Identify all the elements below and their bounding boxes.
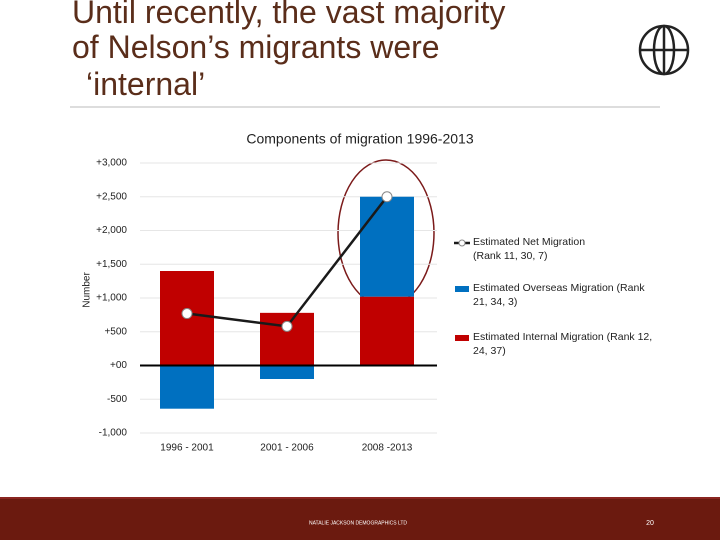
y-tick-label: +2,000	[96, 225, 127, 236]
bar	[360, 296, 414, 366]
slide-title: ‘internal’	[86, 66, 206, 102]
line-marker	[181, 308, 193, 320]
legend-label: Estimated Overseas Migration (Rank 21, 3…	[473, 282, 645, 308]
y-tick-label: +500	[104, 326, 127, 337]
line	[186, 195, 388, 328]
x-tick-label: 1996 - 2001	[160, 443, 214, 454]
footer-company: NATALIE JACKSON DEMOGRAPHICS LTD	[309, 520, 407, 526]
x-tick-label: 2008 -2013	[362, 443, 413, 454]
legend-swatch	[458, 239, 466, 247]
line-marker	[381, 191, 393, 203]
page-number: 20	[646, 520, 654, 527]
x-tick-label: 2001 - 2006	[260, 443, 314, 454]
bar	[360, 196, 414, 297]
y-tick-label: -1,000	[99, 428, 128, 439]
y-tick-label: -500	[107, 394, 127, 405]
slide-title: Until recently, the vast majority	[72, 0, 506, 30]
bar	[160, 365, 214, 409]
line-marker	[281, 320, 293, 332]
y-tick-label: +00	[110, 360, 127, 371]
slide-title: of Nelson’s migrants were	[72, 29, 440, 65]
y-tick-label: +1,000	[96, 293, 127, 304]
bar	[260, 365, 314, 379]
y-tick-label: +1,500	[96, 259, 127, 270]
bar	[260, 312, 314, 366]
legend-label: Estimated Internal Migration (Rank 12, 2…	[473, 331, 653, 357]
legend-swatch	[455, 335, 469, 341]
y-tick-label: +3,000	[96, 158, 127, 169]
legend-swatch	[455, 286, 469, 292]
y-axis-label: Number	[82, 272, 93, 308]
legend-label: Estimated Net Migration (Rank 11, 30, 7)	[473, 236, 586, 262]
y-tick-label: +2,500	[96, 191, 127, 202]
footer-band	[0, 497, 720, 540]
globe-icon	[638, 24, 690, 76]
chart-title: Components of migration 1996-2013	[246, 131, 473, 147]
